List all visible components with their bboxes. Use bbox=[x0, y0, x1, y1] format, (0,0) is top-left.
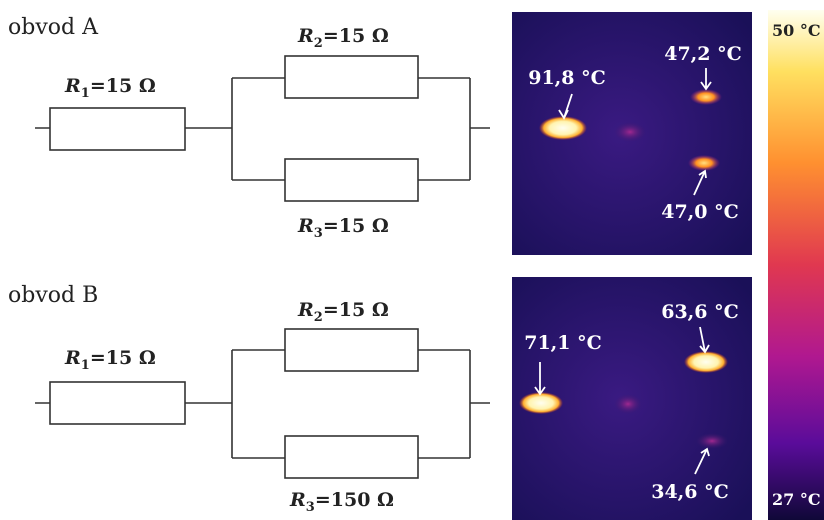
resistor-label: R3=15 Ω bbox=[297, 215, 389, 241]
symbol: R bbox=[297, 299, 314, 321]
hot-spot bbox=[614, 394, 642, 414]
resistor-label: R2=15 Ω bbox=[297, 299, 389, 325]
temperature-label: 91,8 °C bbox=[528, 67, 606, 89]
resistor bbox=[285, 56, 418, 98]
thermal-image-b: 71,1 °C 63,6 °C 34,6 °C bbox=[512, 277, 752, 520]
circuit-b: obvod B R1=15 Ω R2=15 Ω R3=150 Ω bbox=[8, 283, 490, 515]
symbol: R bbox=[64, 75, 81, 97]
resistor-label: R1=15 Ω bbox=[64, 75, 156, 101]
circuit-title: obvod B bbox=[8, 283, 98, 308]
color-scale: 50 °C 27 °C bbox=[768, 10, 824, 520]
value: =15 Ω bbox=[90, 347, 156, 369]
symbol: R bbox=[297, 215, 314, 237]
value: =15 Ω bbox=[90, 75, 156, 97]
scale-max: 50 °C bbox=[772, 21, 821, 40]
subscript: 1 bbox=[81, 358, 90, 373]
value: =15 Ω bbox=[323, 299, 389, 321]
resistor-label: R3=150 Ω bbox=[289, 489, 394, 515]
symbol: R bbox=[289, 489, 306, 511]
hot-spot bbox=[684, 351, 728, 373]
temperature-label: 34,6 °C bbox=[651, 481, 729, 503]
hot-spot bbox=[519, 392, 563, 414]
temperature-label: 71,1 °C bbox=[524, 332, 602, 354]
value: =15 Ω bbox=[323, 25, 389, 47]
resistor bbox=[50, 382, 185, 424]
hot-spot bbox=[690, 89, 722, 105]
value: =150 Ω bbox=[315, 489, 394, 511]
temperature-label: 63,6 °C bbox=[661, 301, 739, 323]
resistor bbox=[285, 329, 418, 371]
resistor bbox=[285, 436, 418, 478]
scale-min: 27 °C bbox=[772, 490, 821, 509]
resistor bbox=[50, 108, 185, 150]
thermal-image-a: 91,8 °C 47,2 °C 47,0 °C bbox=[512, 12, 752, 255]
hot-spot bbox=[614, 122, 646, 142]
subscript: 3 bbox=[314, 226, 323, 241]
temperature-label: 47,0 °C bbox=[661, 201, 739, 223]
circuit-a: obvod A R1=15 Ω R2=15 Ω R3=15 Ω bbox=[8, 15, 490, 241]
hot-spot bbox=[539, 116, 587, 140]
resistor-label: R2=15 Ω bbox=[297, 25, 389, 51]
subscript: 3 bbox=[306, 500, 315, 515]
color-bar bbox=[768, 10, 824, 520]
subscript: 2 bbox=[314, 310, 323, 325]
temperature-label: 47,2 °C bbox=[664, 43, 742, 65]
circuit-title: obvod A bbox=[8, 15, 99, 40]
figure: obvod A R1=15 Ω R2=15 Ω R3=15 Ω obvod B … bbox=[0, 0, 824, 520]
resistor-label: R1=15 Ω bbox=[64, 347, 156, 373]
hot-spot bbox=[688, 155, 720, 171]
symbol: R bbox=[64, 347, 81, 369]
resistor bbox=[285, 159, 418, 201]
subscript: 1 bbox=[81, 86, 90, 101]
value: =15 Ω bbox=[323, 215, 389, 237]
subscript: 2 bbox=[314, 36, 323, 51]
symbol: R bbox=[297, 25, 314, 47]
hot-spot bbox=[696, 433, 728, 449]
